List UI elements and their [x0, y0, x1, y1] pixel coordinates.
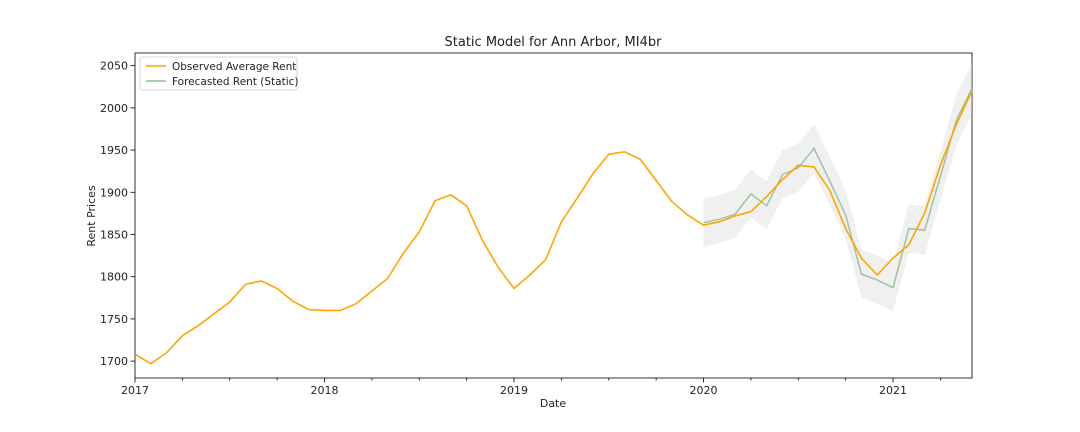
y-tick-label: 1950: [100, 144, 128, 157]
legend: Observed Average Rent Forecasted Rent (St…: [139, 56, 299, 91]
plot-frame: [134, 52, 973, 379]
y-tick-label: 2000: [100, 102, 128, 115]
y-tick-label: 2050: [100, 60, 128, 73]
confidence-band-1: [703, 63, 972, 312]
confidence-band-layer: [703, 63, 972, 312]
legend-box: [139, 56, 298, 91]
x-tick-label: 2020: [690, 384, 718, 397]
x-tick-label: 2019: [500, 384, 528, 397]
y-tick-label: 1850: [100, 228, 128, 241]
x-tick-label: 2017: [121, 384, 149, 397]
plot-area: [134, 52, 973, 379]
x-tick-label: 2018: [311, 384, 339, 397]
y-axis-title: Rent Prices: [85, 185, 98, 247]
y-tick-label: 1900: [100, 186, 128, 199]
x-tick-label: 2021: [879, 384, 907, 397]
y-tick-label: 1750: [100, 313, 128, 326]
series-line-0: [134, 90, 973, 365]
legend-label-0: Observed Average Rent: [172, 61, 296, 73]
series-layer: [134, 88, 973, 365]
chart-title: Static Model for Ann Arbor, MI4br: [445, 35, 663, 50]
x-axis-title: Date: [540, 397, 567, 410]
y-tick-label: 1800: [100, 271, 128, 284]
y-tick-label: 1700: [100, 355, 128, 368]
y-axis: 1700 1750 1800 1850 1900 1950 2000 2050: [100, 60, 135, 368]
legend-label-1: Forecasted Rent (Static): [172, 76, 299, 88]
x-axis: 2017 2018 2019 2020 2021: [121, 378, 941, 397]
series-line-1: [703, 88, 973, 289]
